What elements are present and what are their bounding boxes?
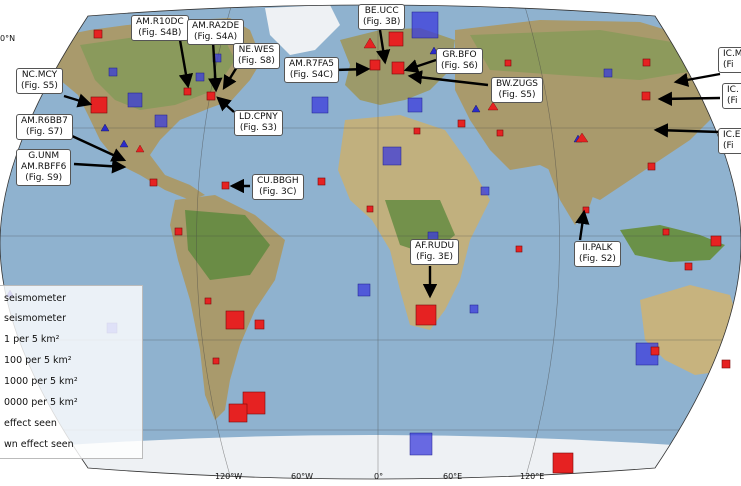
legend-row: wn effect seen [4, 439, 74, 450]
lon-tick: 60°E [443, 472, 463, 481]
callout-ld-cpny: LD.CPNY (Fig. S3) [234, 110, 283, 136]
seismometer-triangle-red [487, 101, 499, 111]
detected-square [366, 205, 374, 213]
legend-row: effect seen [4, 418, 57, 429]
callout-nc-mcy: NC.MCY (Fig. S5) [16, 68, 63, 94]
detected-square [174, 227, 183, 236]
indonesia [620, 225, 725, 262]
callout-gr-bfo: GR.BFO (Fig. S6) [436, 48, 483, 74]
not-detected-square [154, 114, 168, 128]
seismometer-triangle [100, 123, 110, 132]
detected-square [552, 452, 574, 474]
lat-label-top: 0°N [0, 34, 16, 43]
north-america-forest [80, 30, 235, 110]
callout-ic-2: IC. (Fi [722, 83, 741, 109]
globe-outline [0, 4, 741, 480]
detected-square [415, 304, 437, 326]
not-detected-square [195, 72, 205, 82]
detected-square [228, 403, 248, 423]
detected-square [183, 87, 192, 96]
detected-square [206, 91, 216, 101]
greenland [265, 5, 340, 55]
not-detected-square [411, 11, 439, 39]
detected-square [650, 346, 660, 356]
legend: seismometer seismometer 1 per 5 km² 100 … [0, 285, 143, 459]
lon-tick: 60°W [291, 472, 314, 481]
detected-square [647, 162, 656, 171]
seismometer-triangle [471, 104, 481, 113]
seismometer-triangle [119, 139, 129, 148]
callout-am-ra2de: AM.RA2DE (Fig. S4A) [187, 19, 245, 45]
legend-row: 1 per 5 km² [4, 334, 60, 345]
australia [640, 285, 741, 375]
legend-row: seismometer [4, 293, 67, 304]
seismometer-triangle-red [363, 37, 377, 49]
detected-square [369, 59, 381, 71]
legend-row: 1000 per 5 km² [4, 376, 78, 387]
not-detected-square [357, 283, 371, 297]
callout-am-r10dc: AM.R10DC (Fig. S4B) [131, 15, 189, 41]
not-detected-square [480, 186, 490, 196]
not-detected-square [382, 146, 402, 166]
not-detected-square [108, 67, 118, 77]
detected-square [641, 91, 651, 101]
not-detected-square [469, 304, 479, 314]
callout-be-ucc: BE.UCC (Fig. 3B) [358, 4, 406, 30]
detected-square [662, 228, 670, 236]
detected-square [242, 391, 266, 415]
seismometer-triangle-red [575, 132, 589, 143]
callout-ic-e: IC.E (Fi [718, 128, 741, 154]
detected-square [721, 359, 731, 369]
detected-square [93, 29, 103, 39]
not-detected-square [409, 432, 433, 456]
amazon-forest [185, 210, 270, 280]
detected-markers [90, 29, 731, 474]
detected-square [225, 310, 245, 330]
detected-square [212, 357, 220, 365]
seismometer-triangle-red [135, 144, 145, 153]
callout-ne-wes: NE.WES (Fig. S8) [233, 43, 280, 69]
detected-square [254, 319, 265, 330]
not-detected-square [127, 92, 143, 108]
detected-square [496, 129, 504, 137]
detected-square [221, 181, 230, 190]
callout-g-unm: G.UNM AM.RBFF6 (Fig. S9) [16, 149, 72, 186]
legend-row: 100 per 5 km² [4, 355, 72, 366]
detected-square [317, 177, 326, 186]
legend-row: 0000 per 5 km² [4, 397, 78, 408]
not-detected-square [603, 68, 613, 78]
callout-bw-zugs: BW.ZUGS (Fig. S5) [491, 77, 544, 103]
detected-square [457, 119, 466, 128]
callout-am-r7fa5: AM.R7FA5 (Fig. S4C) [284, 57, 339, 83]
detected-square [388, 31, 404, 47]
detected-square [504, 59, 512, 67]
callout-ic-m: IC.M (Fi [718, 47, 741, 73]
lon-tick: 0° [374, 472, 384, 481]
not-detected-square [311, 96, 329, 114]
lon-tick: 120°W [215, 472, 243, 481]
seismometer-detected-markers [135, 37, 589, 153]
callout-af-rudu: AF.RUDU (Fig. 3E) [410, 239, 460, 265]
detected-square [204, 297, 212, 305]
callout-am-r6bb7: AM.R6BB7 (Fig. S7) [16, 114, 73, 140]
detected-square [710, 235, 722, 247]
siberia-forest [470, 30, 700, 80]
lon-tick: 120°E [520, 472, 545, 481]
detected-square [149, 178, 158, 187]
callout-cu-bbgh: CU.BBGH (Fig. 3C) [252, 174, 304, 200]
detected-square [684, 262, 693, 271]
detected-square [515, 245, 523, 253]
not-detected-square [407, 97, 423, 113]
detected-square [413, 127, 421, 135]
callout-ii-palk: II.PALK (Fig. S2) [574, 241, 621, 267]
legend-row: seismometer [4, 313, 67, 324]
detected-square [90, 96, 108, 114]
detected-square [391, 61, 405, 75]
detected-square [642, 58, 651, 67]
